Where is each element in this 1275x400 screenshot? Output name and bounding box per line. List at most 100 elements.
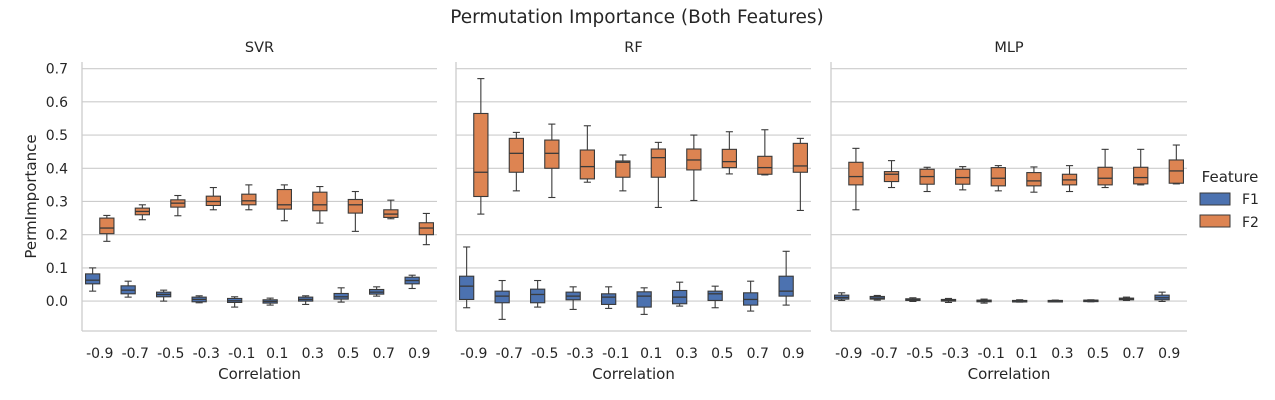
box-f1	[494, 279, 510, 320]
box-f2	[312, 185, 328, 224]
box-f1	[191, 295, 207, 304]
box-iqr	[707, 290, 723, 301]
box-f1	[297, 295, 314, 305]
legend-label-f1: F1	[1242, 192, 1259, 208]
x-tick-label: 0.7	[747, 346, 769, 362]
box-f2	[241, 184, 257, 211]
box-iqr	[529, 288, 546, 304]
box-iqr	[418, 222, 434, 236]
legend: Feature F1 F2	[1199, 168, 1259, 231]
box-iqr	[241, 193, 257, 206]
box-f1	[1118, 296, 1135, 301]
x-tick-label: -0.9	[86, 346, 113, 362]
box-iqr	[579, 149, 595, 180]
x-tick-label: 0.1	[1016, 346, 1038, 362]
y-tick-label: 0.4	[46, 161, 68, 177]
box-iqr	[544, 139, 560, 169]
box-iqr	[276, 188, 292, 210]
box-iqr	[990, 167, 1006, 187]
box-iqr	[636, 291, 652, 308]
box-f1	[742, 280, 759, 312]
box-f2	[848, 147, 864, 211]
panel-title: SVR	[245, 40, 274, 56]
box-iqr	[494, 290, 510, 304]
box-f1	[458, 246, 475, 309]
box-f2	[883, 160, 900, 189]
box-iqr	[650, 148, 666, 178]
box-iqr	[848, 161, 864, 186]
box-f2	[990, 165, 1006, 192]
box-f2	[134, 204, 150, 221]
legend-label-f2: F2	[1242, 215, 1259, 231]
box-f1	[529, 279, 546, 308]
box-iqr	[600, 293, 617, 305]
box-f2	[721, 131, 737, 175]
x-tick-label: -0.9	[460, 346, 487, 362]
y-tick-label: 0.3	[46, 194, 68, 210]
y-axis-label: PermImportance	[22, 134, 40, 258]
x-tick-label: 0.3	[302, 346, 324, 362]
box-iqr	[955, 168, 971, 185]
box-f2	[1133, 148, 1149, 186]
x-tick-label: -0.3	[942, 346, 969, 362]
box-iqr	[1168, 159, 1184, 184]
box-f1	[707, 285, 723, 309]
x-tick-label: -0.9	[835, 346, 862, 362]
x-tick-label: 0.3	[676, 346, 698, 362]
x-tick-label: 0.1	[266, 346, 288, 362]
box-iqr	[792, 142, 808, 173]
x-axis-label: Correlation	[968, 365, 1051, 383]
box-f2	[170, 194, 186, 217]
x-tick-label: -0.5	[906, 346, 933, 362]
panel-mlp: MLP -0.9 -0.7 -0.5 -0.3 -0.1 0.1 0.3 0.5 0.7 0.9 Co…	[830, 40, 1187, 383]
box-f1	[905, 297, 921, 302]
x-tick-label: -0.3	[567, 346, 594, 362]
box-f1	[1154, 291, 1170, 302]
x-tick-label: -0.5	[157, 346, 184, 362]
box-f1	[333, 287, 349, 303]
box-f1	[671, 281, 688, 307]
box-f2	[418, 212, 434, 246]
x-tick-label: 0.7	[1122, 346, 1144, 362]
box-iqr	[205, 195, 221, 207]
box-f1	[156, 289, 172, 302]
box-f1	[940, 297, 957, 303]
box-iqr	[778, 275, 794, 297]
panel-rf: RF -0.9 -0.7 -0.5 -0.3 -0.1 0.1 0.3 0.5 0.7 0.9 Cor…	[455, 40, 811, 383]
x-tick-label: -0.1	[978, 346, 1005, 362]
y-tick-label: 0.6	[46, 95, 68, 111]
box-f2	[99, 214, 115, 242]
box-f1	[565, 286, 581, 310]
box-f2	[347, 190, 363, 232]
box-f1	[368, 286, 385, 297]
legend-swatch-f1	[1199, 192, 1231, 206]
x-tick-label: 0.9	[1158, 346, 1180, 362]
box-f2	[473, 78, 489, 215]
box-iqr	[85, 273, 101, 285]
box-f2	[1097, 148, 1113, 189]
box-iqr	[473, 112, 489, 198]
legend-title: Feature	[1202, 168, 1259, 186]
box-f2	[205, 186, 221, 211]
box-iqr	[1133, 166, 1149, 185]
box-f2	[686, 134, 702, 202]
box-f1	[227, 296, 243, 308]
x-tick-label: -0.7	[496, 346, 523, 362]
box-f1	[120, 280, 136, 298]
box-f1	[600, 286, 617, 309]
box-f1	[1083, 299, 1099, 303]
box-iqr	[883, 171, 900, 183]
figure-title: Permutation Importance (Both Features)	[450, 7, 824, 28]
box-f2	[757, 129, 773, 176]
x-tick-label: -0.1	[602, 346, 629, 362]
box-iqr	[757, 155, 773, 175]
y-tick-label: 0.2	[46, 228, 68, 244]
box-iqr	[508, 137, 524, 173]
box-iqr	[721, 148, 737, 169]
panel-title: RF	[624, 40, 642, 56]
box-f1	[976, 298, 992, 304]
x-tick-label: -0.5	[531, 346, 558, 362]
y-tick-label: 0.7	[46, 62, 68, 78]
x-tick-label: 0.5	[711, 346, 733, 362]
